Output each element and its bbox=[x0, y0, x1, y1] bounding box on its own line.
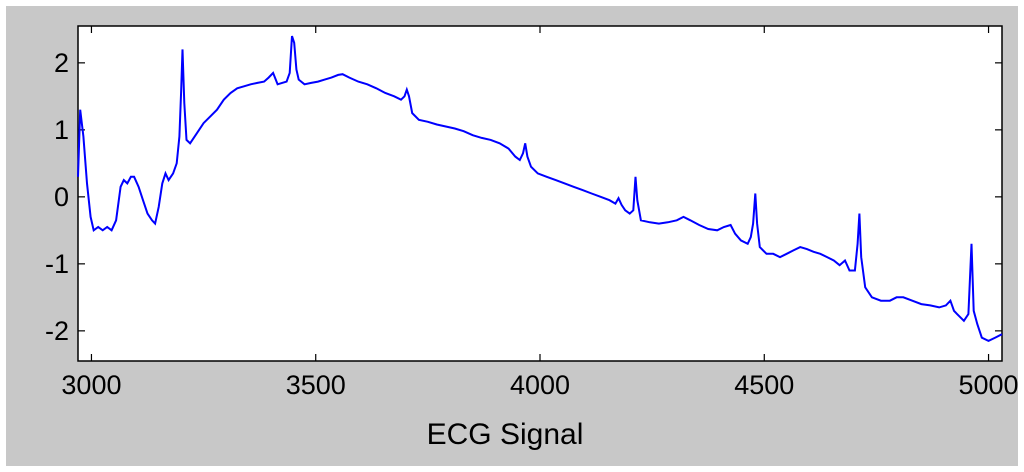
x-tick-labels: 3000 3500 4000 4500 5000 bbox=[61, 370, 1018, 400]
y-tick-label: -2 bbox=[45, 316, 69, 346]
y-tick-label: 0 bbox=[54, 182, 69, 212]
y-tick-label: -1 bbox=[45, 249, 69, 279]
x-tick-label: 3500 bbox=[286, 370, 346, 400]
tick-marks bbox=[78, 26, 1002, 361]
y-tick-labels: 2 1 0 -1 -2 bbox=[45, 48, 69, 346]
plot-area bbox=[77, 25, 1003, 362]
y-tick-label: 1 bbox=[54, 115, 69, 145]
x-tick-label: 3000 bbox=[61, 370, 121, 400]
x-axis-title: ECG Signal bbox=[427, 418, 584, 451]
x-tick-label: 4500 bbox=[734, 370, 794, 400]
ecg-series-line bbox=[77, 35, 1003, 343]
x-tick-label: 5000 bbox=[959, 370, 1018, 400]
x-tick-label: 4000 bbox=[510, 370, 570, 400]
figure-background: 2 1 0 -1 -2 3000 3500 4000 4500 5000 ECG Signal bbox=[6, 6, 1018, 466]
ecg-chart: 2 1 0 -1 -2 3000 3500 4000 4500 5000 ECG Signal bbox=[45, 25, 1018, 451]
y-tick-label: 2 bbox=[54, 48, 69, 78]
